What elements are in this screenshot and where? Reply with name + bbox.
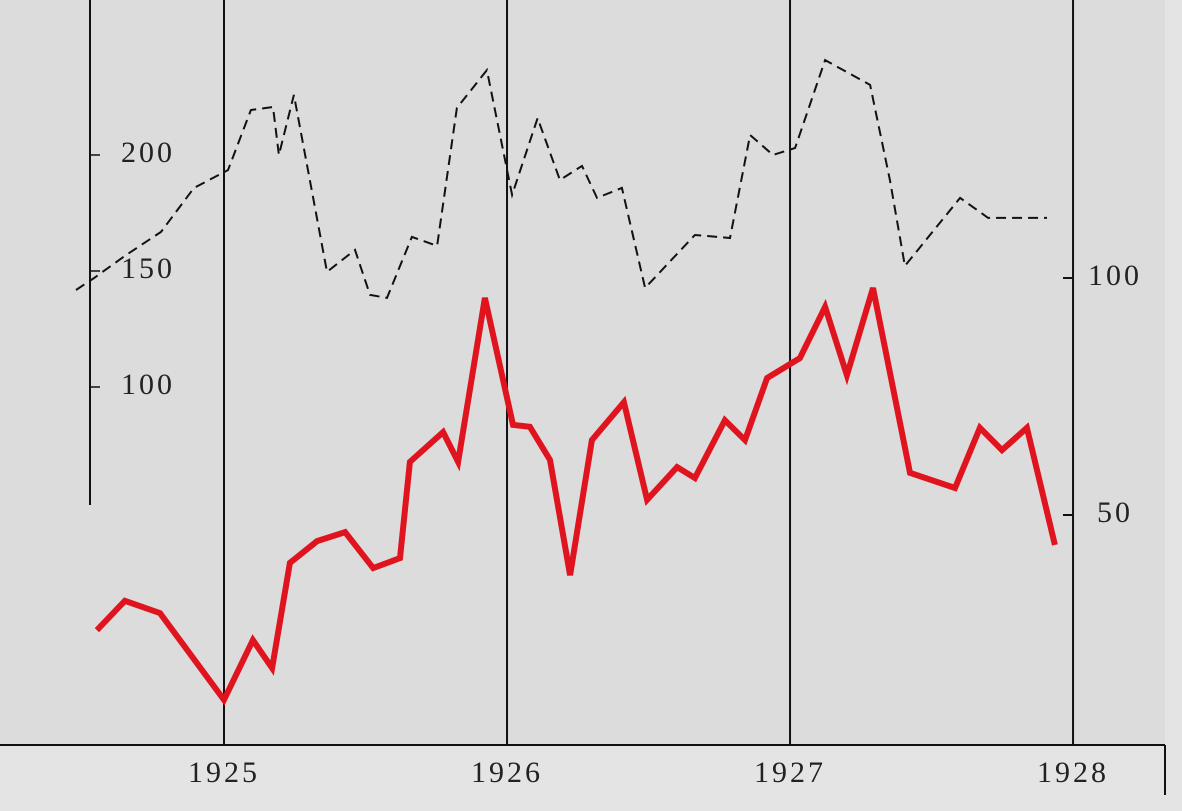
data-line bbox=[94, 287, 1058, 706]
dashed-line bbox=[75, 58, 1047, 300]
x-tick-label: 1926 bbox=[471, 756, 543, 789]
y-tick-label: 100 bbox=[121, 368, 175, 401]
plot-area bbox=[0, 0, 1165, 745]
y2-tick-label: 100 bbox=[1088, 259, 1142, 292]
x-tick-label: 1928 bbox=[1037, 756, 1109, 789]
x-tick-label: 1927 bbox=[754, 756, 826, 789]
x-tick-label: 1925 bbox=[188, 756, 260, 789]
y-tick-label: 150 bbox=[121, 252, 175, 285]
y-tick-label: 200 bbox=[121, 136, 175, 169]
y2-tick-label: 50 bbox=[1097, 496, 1133, 529]
plot-layer: 1925 1926 1927 1928 100 150 200 50 100 bbox=[75, 0, 1142, 789]
